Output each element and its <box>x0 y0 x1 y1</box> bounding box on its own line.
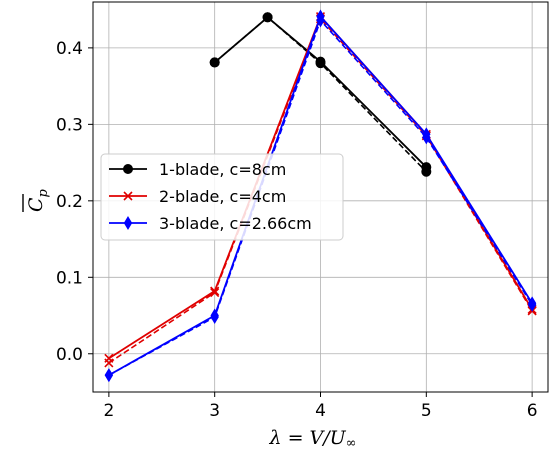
x-tick-label: 4 <box>315 401 326 421</box>
data-point-dashed <box>104 368 114 383</box>
x-tick-label: 6 <box>527 401 538 421</box>
series-line <box>214 16 427 168</box>
y-tick-label: 0.0 <box>56 345 83 365</box>
data-point-dashed <box>262 12 273 23</box>
data-point-dashed <box>210 288 220 298</box>
data-point-dashed <box>209 57 220 68</box>
x-tick-label: 2 <box>103 401 114 421</box>
ticks: 2 3 4 5 6 0.0 0.1 0.2 0.3 0.4 <box>56 39 538 421</box>
data-point-dashed <box>315 58 326 69</box>
legend-marker <box>123 191 133 201</box>
series-3 <box>104 9 537 383</box>
data-point-dashed <box>527 297 537 312</box>
legend-label: 3-blade, c=2.66cm <box>159 214 312 233</box>
legend-marker <box>123 216 133 230</box>
y-tick-label: 0.1 <box>56 268 83 288</box>
data-point-dashed <box>210 310 219 325</box>
series-layer <box>104 9 537 383</box>
data-point-dashed <box>104 358 114 368</box>
y-tick-label: 0.2 <box>56 192 83 212</box>
data-point-dashed <box>421 166 432 177</box>
legend: 1-blade, c=8cm 2-blade, c=4cm 3-blade, c=2… <box>100 153 344 241</box>
legend-label: 2-blade, c=4cm <box>159 187 286 206</box>
series-1 <box>209 12 432 177</box>
x-tick-label: 5 <box>421 401 432 421</box>
y-axis-label: Cp <box>22 188 51 212</box>
y-tick-label: 0.3 <box>56 115 83 135</box>
series-dashed-line <box>108 17 533 364</box>
legend-box <box>100 153 344 241</box>
legend-marker <box>123 164 133 174</box>
data-point-dashed <box>422 130 431 145</box>
x-tick-label: 3 <box>209 401 220 421</box>
svg-text:Cp: Cp <box>25 188 51 212</box>
legend-label: 1-blade, c=8cm <box>159 160 286 179</box>
x-axis-label: λ = V/U∞ <box>268 427 356 451</box>
data-point <box>210 286 220 296</box>
legend-item: 3-blade, c=2.66cm <box>109 214 312 233</box>
y-tick-label: 0.4 <box>56 39 83 59</box>
legend-item: 2-blade, c=4cm <box>109 187 286 206</box>
data-point-dashed <box>316 13 325 28</box>
legend-item: 1-blade, c=8cm <box>109 160 286 179</box>
